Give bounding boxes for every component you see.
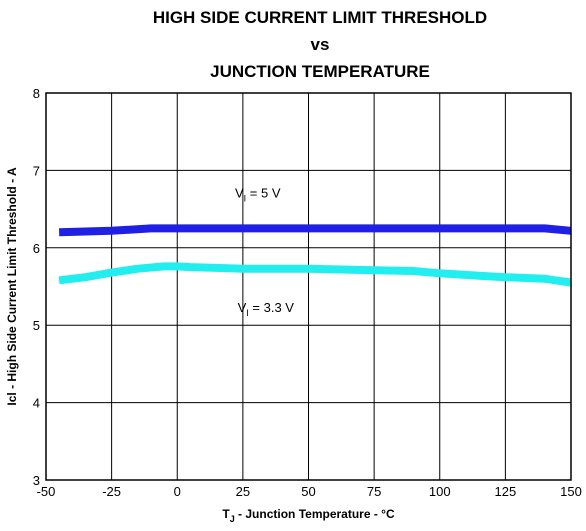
x-tick-label: -50 — [37, 484, 56, 499]
annotation-main: V — [238, 300, 247, 315]
series-line-2 — [58, 262, 572, 287]
x-tick-label: 0 — [174, 484, 181, 499]
x-tick-label: 150 — [560, 484, 582, 499]
annotation-sub: I — [246, 308, 249, 318]
x-tick-label: 75 — [367, 484, 381, 499]
x-axis-label-sub: J — [230, 514, 235, 524]
series-annotation-1: VI = 5 V — [235, 185, 281, 203]
series-annotation-2: VI = 3.3 V — [238, 300, 295, 318]
x-axis-label-main: T — [222, 507, 230, 521]
annotation-main: V — [235, 185, 244, 200]
x-tick-label: 125 — [495, 484, 517, 499]
plot-frame — [45, 92, 572, 481]
x-tick-label: 25 — [236, 484, 250, 499]
annotation-rest: = 3.3 V — [249, 300, 294, 315]
chart-title-line-3: JUNCTION TEMPERATURE — [210, 62, 430, 81]
series-line-1 — [58, 224, 572, 237]
annotation-sub: I — [244, 193, 247, 203]
x-tick-label: -25 — [102, 484, 121, 499]
annotations: VI = 5 VVI = 3.3 V — [235, 185, 294, 318]
x-tick-label: 50 — [301, 484, 315, 499]
y-tick-label: 5 — [33, 318, 40, 333]
y-tick-label: 6 — [33, 241, 40, 256]
chart-title-line-1: HIGH SIDE CURRENT LIMIT THRESHOLD — [152, 8, 488, 27]
grid-lines — [45, 92, 572, 481]
x-tick-label: 100 — [429, 484, 451, 499]
series-layer — [58, 224, 572, 287]
annotation-rest: = 5 V — [246, 185, 281, 200]
y-tick-label: 7 — [33, 163, 40, 178]
chart-title-line-2: vs — [310, 35, 330, 54]
y-tick-label: 3 — [33, 473, 40, 488]
tick-labels: -50 -25 0 25 50 75 100 125 150 3 4 5 6 7 8 — [33, 86, 582, 499]
y-tick-label: 8 — [33, 86, 40, 101]
x-axis-label-rest: - Junction Temperature - °C — [235, 507, 395, 521]
y-tick-label: 4 — [33, 396, 40, 411]
x-axis-label: TJ - Junction Temperature - °C — [222, 507, 395, 524]
y-axis-label: Icl - High Side Current Limit Threshold … — [5, 167, 19, 406]
